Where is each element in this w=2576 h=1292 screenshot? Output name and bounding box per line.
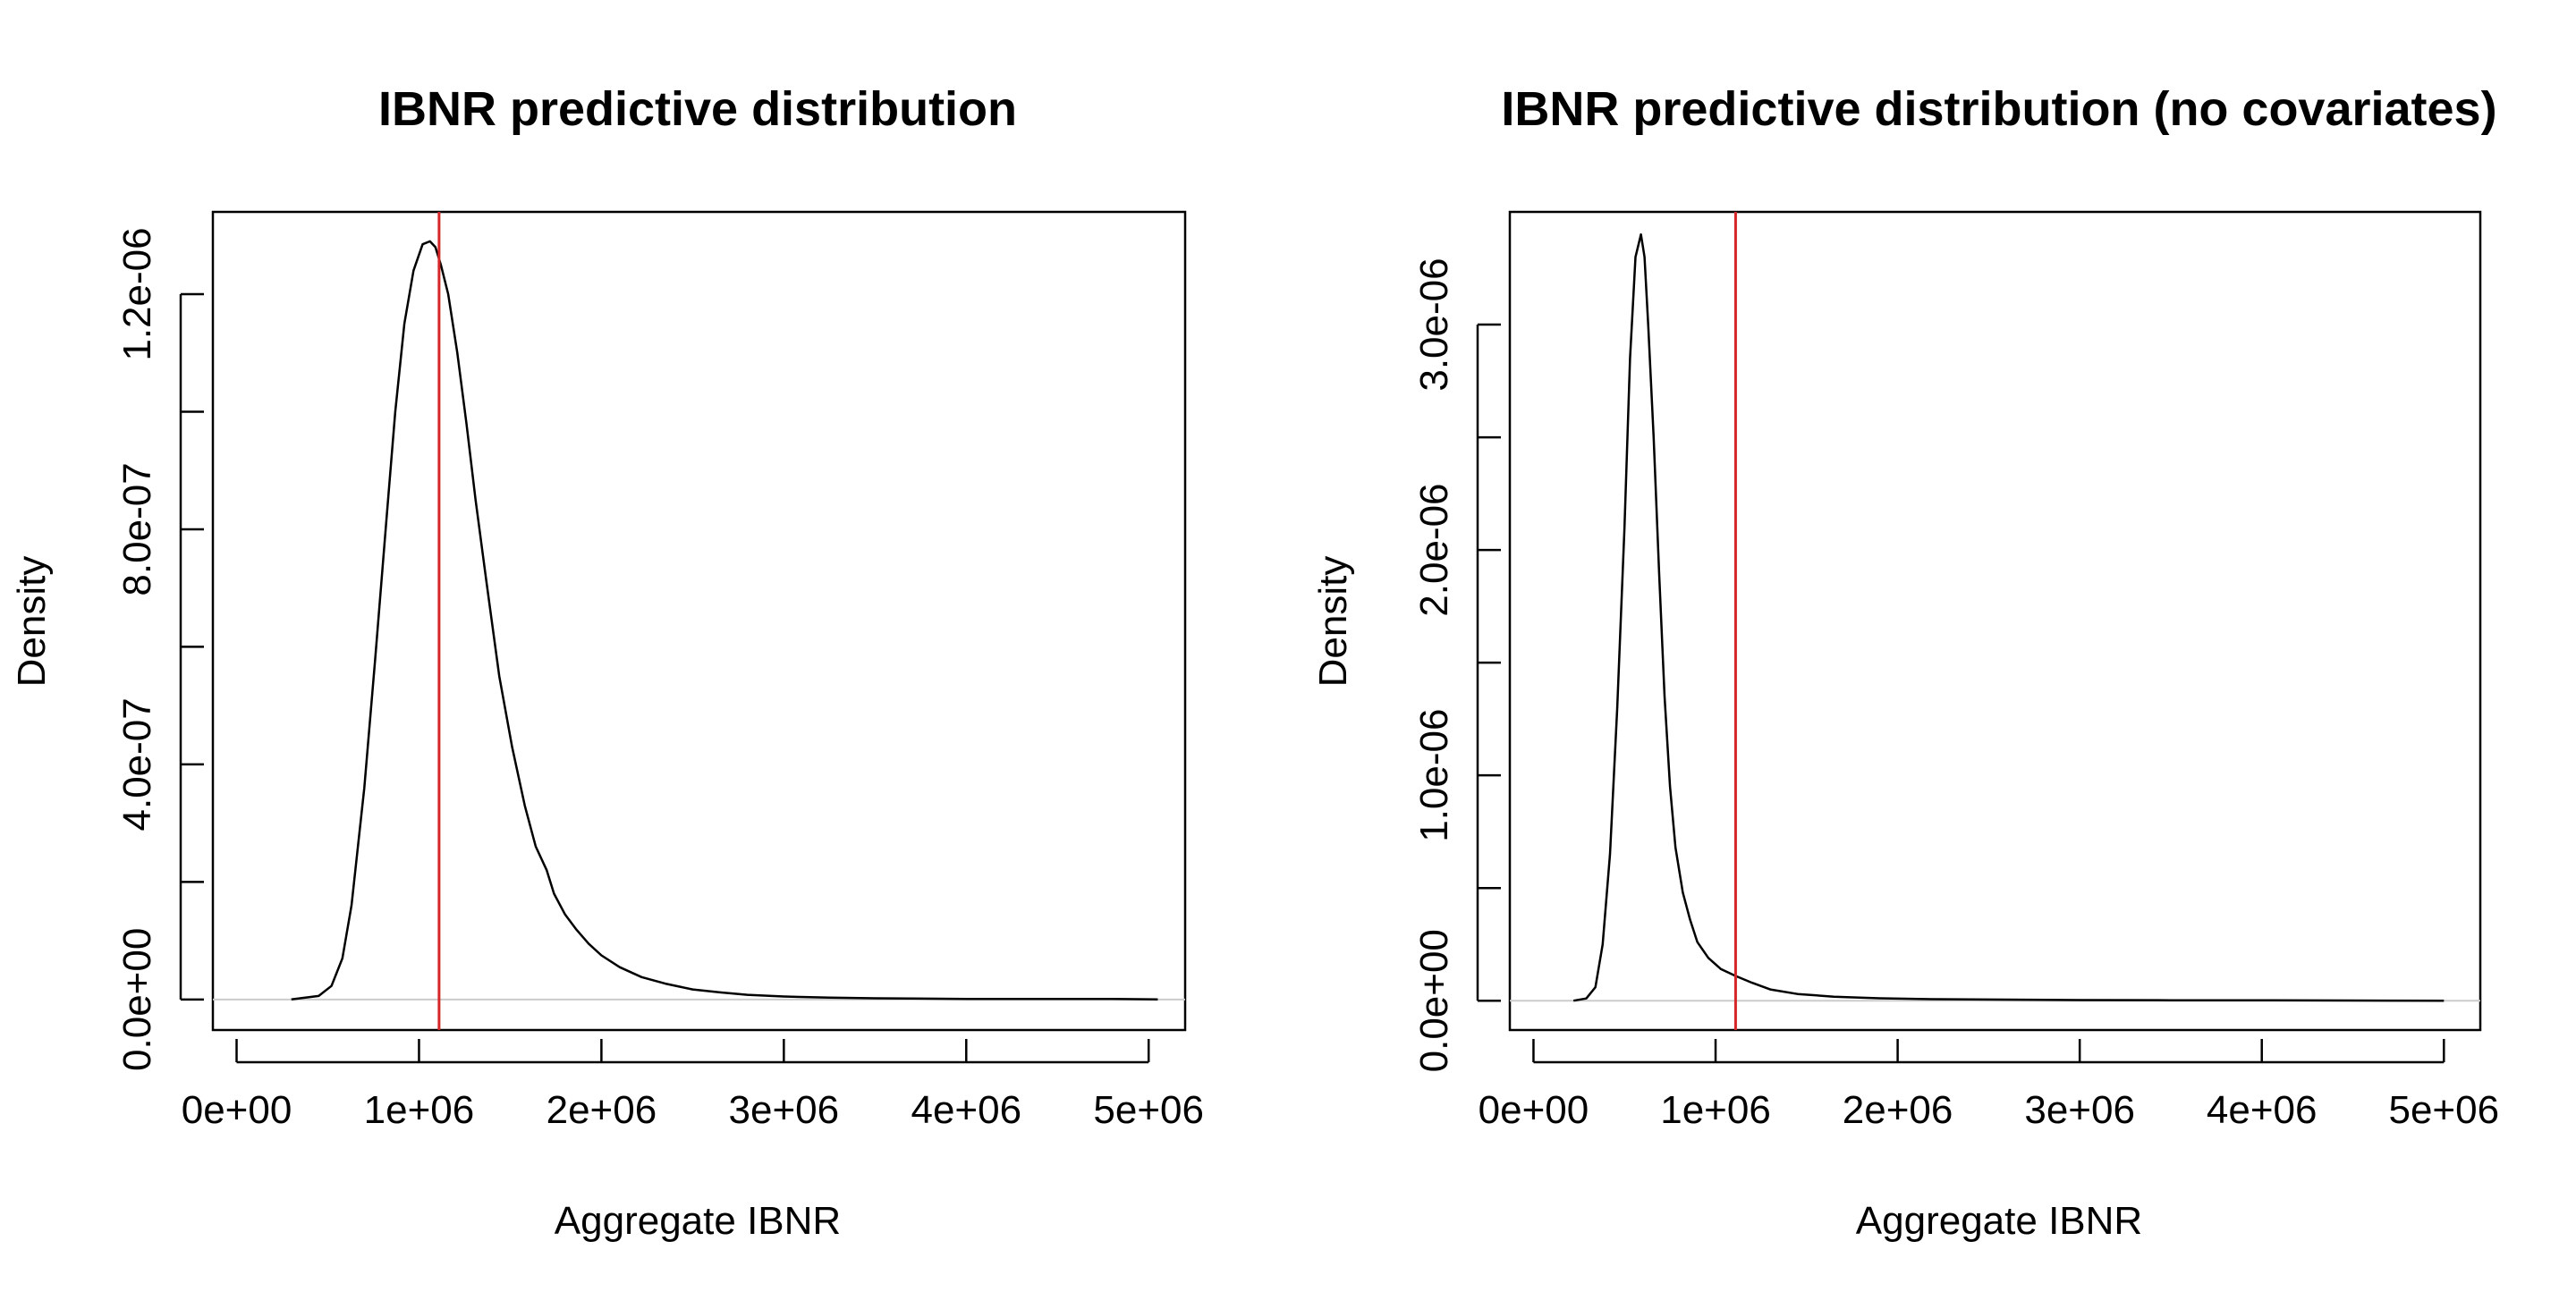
x-tick-label: 1e+06 bbox=[364, 1088, 475, 1132]
y-tick-label: 4.0e-07 bbox=[115, 697, 159, 831]
plot-frame bbox=[211, 210, 1187, 1032]
y-tick-label: 1.2e-06 bbox=[115, 227, 159, 360]
x-tick-label: 1e+06 bbox=[1660, 1088, 1771, 1132]
x-tick-label: 2e+06 bbox=[547, 1088, 657, 1132]
y-axis-label: Density bbox=[10, 556, 54, 688]
x-tick-label: 3e+06 bbox=[729, 1088, 840, 1132]
x-tick-label: 2e+06 bbox=[1843, 1088, 1953, 1132]
x-axis-label: Aggregate IBNR bbox=[1856, 1199, 2142, 1243]
y-tick-label: 0.0e+00 bbox=[1412, 929, 1456, 1072]
panel-with-covariates: IBNR predictive distribution Aggregate I… bbox=[10, 82, 1204, 1243]
x-tick-label: 3e+06 bbox=[2024, 1088, 2135, 1132]
x-tick-label: 4e+06 bbox=[911, 1088, 1021, 1132]
y-tick-label: 0.0e+00 bbox=[115, 928, 159, 1071]
x-tick-label: 0e+00 bbox=[1479, 1088, 1589, 1132]
y-tick-label: 3.0e-06 bbox=[1412, 258, 1456, 391]
plot-frame bbox=[1508, 210, 2482, 1032]
panel-title: IBNR predictive distribution bbox=[378, 82, 1017, 136]
density-curve bbox=[291, 240, 1158, 1001]
y-tick-label: 2.0e-06 bbox=[1412, 483, 1456, 616]
panel-no-covariates: IBNR predictive distribution (no covaria… bbox=[1311, 82, 2499, 1243]
y-tick-label: 8.0e-07 bbox=[115, 462, 159, 595]
x-tick-label: 0e+00 bbox=[182, 1088, 292, 1132]
y-axis-label: Density bbox=[1311, 556, 1355, 688]
density-curve bbox=[1572, 232, 2445, 1002]
x-tick-label: 5e+06 bbox=[2388, 1088, 2499, 1132]
x-tick-label: 5e+06 bbox=[1093, 1088, 1204, 1132]
x-axis-label: Aggregate IBNR bbox=[555, 1199, 841, 1243]
x-tick-label: 4e+06 bbox=[2207, 1088, 2318, 1132]
panel-title: IBNR predictive distribution (no covaria… bbox=[1501, 82, 2496, 136]
y-tick-label: 1.0e-06 bbox=[1412, 709, 1456, 842]
